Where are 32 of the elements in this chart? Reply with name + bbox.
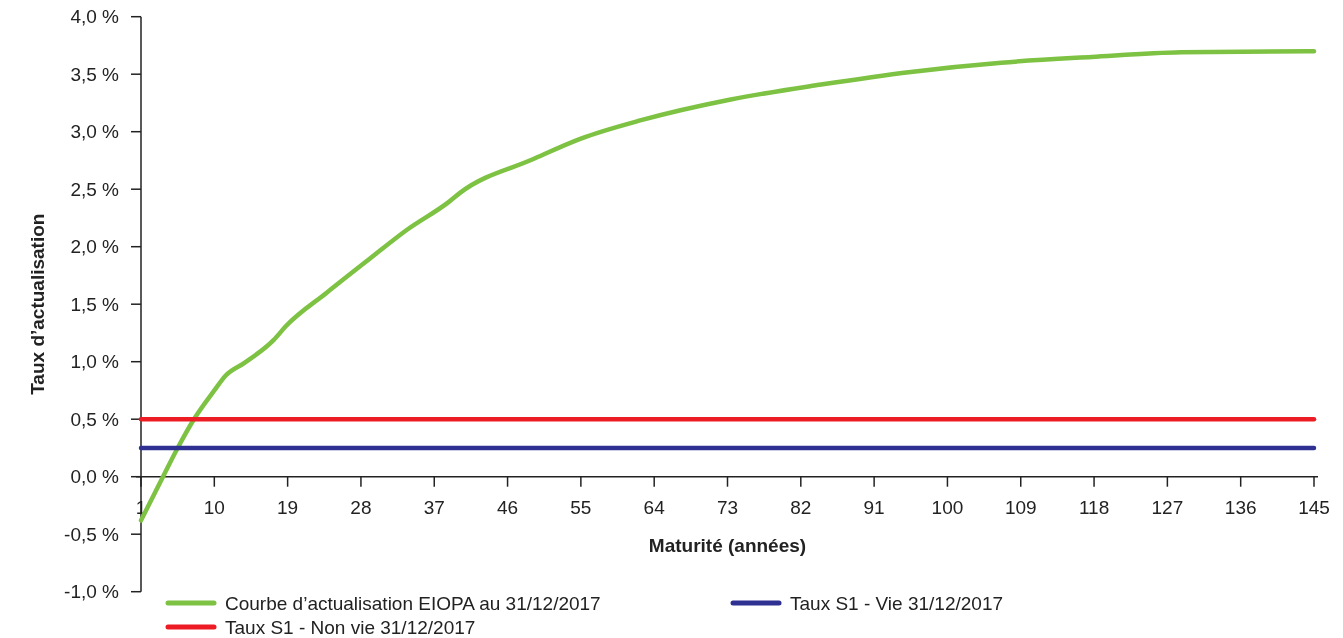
x-tick-label: 82 xyxy=(790,497,812,519)
y-tick-label: -1,0 % xyxy=(64,581,120,603)
y-tick-label: 2,0 % xyxy=(70,236,120,258)
y-tick-label: 0,0 % xyxy=(70,466,120,488)
x-tick-label: 127 xyxy=(1151,497,1184,519)
y-tick-label: 1,5 % xyxy=(70,293,120,315)
x-tick-label: 145 xyxy=(1298,497,1330,519)
x-tick-label: 10 xyxy=(203,497,225,519)
legend-label: Taux S1 - Non vie 31/12/2017 xyxy=(225,616,476,638)
y-tick-label: -0,5 % xyxy=(64,523,120,545)
y-tick-label: 3,0 % xyxy=(70,121,120,143)
x-tick-label: 64 xyxy=(643,497,666,519)
y-tick-label: 4,0 % xyxy=(70,6,120,28)
x-tick-label: 109 xyxy=(1004,497,1037,519)
x-tick-label: 19 xyxy=(277,497,299,519)
x-tick-label: 46 xyxy=(496,497,519,519)
x-tick-label: 28 xyxy=(350,497,372,519)
legend-label: Taux S1 - Vie 31/12/2017 xyxy=(790,592,1004,614)
legend-label: Courbe d’actualisation EIOPA au 31/12/2017 xyxy=(225,592,601,614)
x-tick-label: 91 xyxy=(863,497,885,519)
y-tick-label: 0,5 % xyxy=(70,408,120,430)
x-tick-label: 73 xyxy=(716,497,739,519)
x-tick-label: 118 xyxy=(1078,497,1110,519)
y-tick-label: 3,5 % xyxy=(70,63,120,85)
y-axis-title: Taux d’actualisation xyxy=(27,213,48,395)
x-tick-label: 37 xyxy=(423,497,445,519)
y-tick-label: 1,0 % xyxy=(70,351,120,373)
y-tick-label: 2,5 % xyxy=(70,178,120,200)
x-axis-title: Maturité (années) xyxy=(648,535,807,556)
x-tick-label: 100 xyxy=(931,497,964,519)
x-tick-label: 55 xyxy=(570,497,592,519)
x-tick-label: 136 xyxy=(1224,497,1257,519)
